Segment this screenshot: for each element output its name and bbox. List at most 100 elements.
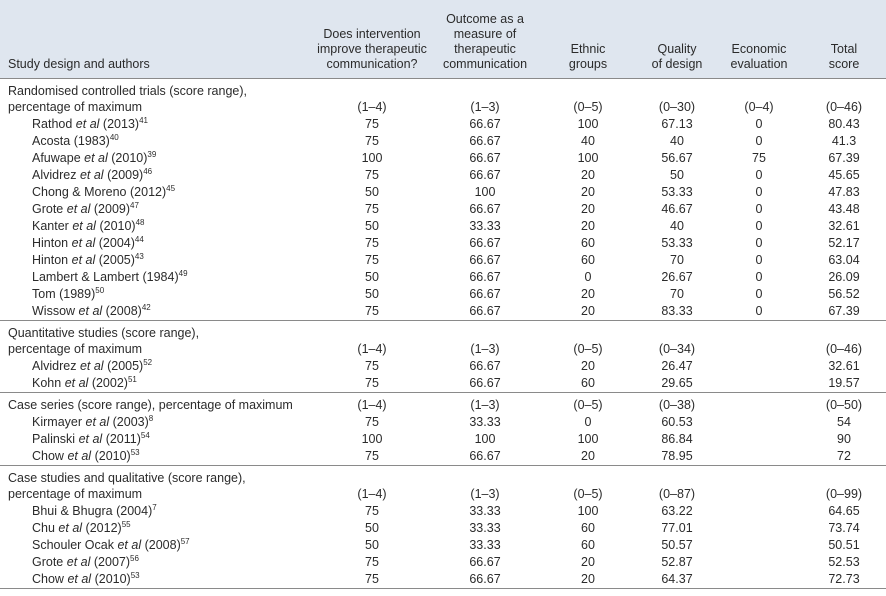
- study-row: Kirmayer et al (2003)8 75 33.33 0 60.53 54: [0, 414, 886, 431]
- author: Tom: [32, 287, 56, 301]
- study-name: Hinton et al (2005)43: [0, 252, 312, 269]
- author: Lambert & Lambert: [32, 270, 139, 284]
- study-row: Kanter et al (2010)48 50 33.33 20 40 0 32.61: [0, 218, 886, 235]
- study-row: Alvidrez et al (2005)52 75 66.67 20 26.47 32.…: [0, 358, 886, 375]
- section-row: Randomised controlled trials (score rang…: [0, 79, 886, 117]
- score: 50: [365, 287, 379, 301]
- score: 40: [581, 134, 595, 148]
- author: Chong & Moreno: [32, 185, 127, 199]
- year: (2010): [99, 219, 136, 233]
- study-row: Rathod et al (2013)41 75 66.67 100 67.13 0 80.…: [0, 116, 886, 133]
- score: 72: [837, 449, 851, 463]
- reference: 57: [180, 536, 190, 546]
- et-al: et al: [67, 572, 92, 586]
- score: 100: [361, 432, 383, 446]
- study-name: Lambert & Lambert (1984)49: [0, 269, 312, 286]
- column-header: Ethnic groups: [538, 0, 638, 79]
- section-title: Case studies and qualitative (score rang…: [0, 465, 312, 503]
- score: 0: [584, 270, 592, 284]
- score: 63.04: [828, 253, 860, 267]
- reference: 50: [95, 285, 105, 295]
- score: 0: [755, 236, 763, 250]
- table-body: Randomised controlled trials (score rang…: [0, 79, 886, 589]
- score: 66.67: [469, 449, 501, 463]
- et-al: et al: [58, 521, 83, 535]
- score: 54: [837, 415, 851, 429]
- empty-cell: [716, 358, 802, 375]
- year: (2012): [130, 185, 167, 199]
- score: 100: [474, 185, 496, 199]
- year: (2013): [102, 117, 140, 131]
- et-al: et al: [71, 253, 96, 267]
- section-title: Randomised controlled trials (score rang…: [8, 84, 247, 114]
- score: 56.52: [828, 287, 860, 301]
- score: 0: [755, 270, 763, 284]
- score: 66.67: [469, 359, 501, 373]
- et-al: et al: [66, 202, 91, 216]
- score: 60: [581, 538, 595, 552]
- score: 64.37: [638, 571, 716, 589]
- score: 0: [755, 168, 763, 182]
- score: 75: [365, 449, 379, 463]
- score: 0: [755, 134, 763, 148]
- reference: 40: [109, 132, 119, 142]
- year: (1983): [73, 134, 110, 148]
- score: 75: [365, 168, 379, 182]
- author: Rathod: [32, 117, 73, 131]
- empty-cell: [716, 520, 802, 537]
- author: Bhui & Bhugra: [32, 504, 113, 518]
- et-al: et al: [78, 432, 103, 446]
- score: 40: [670, 219, 684, 233]
- score: 75: [365, 202, 379, 216]
- score: 50: [670, 168, 684, 182]
- study-name: Afuwape et al (2010)39: [0, 150, 312, 167]
- study-row: Palinski et al (2011)54 100 100 100 86.84 90: [0, 431, 886, 448]
- empty-cell: [716, 503, 802, 520]
- score: 100: [474, 432, 496, 446]
- score: 100: [577, 432, 599, 446]
- empty-cell: [716, 554, 802, 571]
- study-row: Alvidrez et al (2009)46 75 66.67 20 50 0 45.65: [0, 167, 886, 184]
- score: 53.33: [661, 185, 693, 199]
- author: Chow: [32, 449, 64, 463]
- reference: 52: [143, 357, 153, 367]
- column-header: Quality of design: [638, 0, 716, 79]
- study-name: Chow et al (2010)53: [0, 448, 312, 466]
- reference: 53: [130, 447, 140, 457]
- score: 73.74: [828, 521, 860, 535]
- author: Kirmayer: [32, 415, 83, 429]
- score: 50: [365, 185, 379, 199]
- author: Hinton: [32, 253, 69, 267]
- year: (2004): [116, 504, 153, 518]
- year: (2012): [85, 521, 122, 535]
- header-row: Study design and authors Does interventio…: [0, 0, 886, 79]
- year: (2009): [93, 202, 131, 216]
- score-range: (0–5): [538, 320, 638, 358]
- score: 66.67: [469, 555, 501, 569]
- score: 46.67: [661, 202, 693, 216]
- study-name: Grote et al (2009)47: [0, 201, 312, 218]
- score: 100: [361, 151, 383, 165]
- reference: 51: [127, 374, 137, 384]
- empty-cell: [716, 465, 802, 503]
- year: (2002): [91, 376, 128, 390]
- score-range: (0–87): [638, 465, 716, 503]
- score-range: (0–4): [744, 100, 774, 114]
- score: 63.22: [661, 504, 693, 518]
- score-range: (0–30): [658, 100, 696, 114]
- year: (1984): [142, 270, 179, 284]
- year: (2007): [93, 555, 131, 569]
- study-name: Alvidrez et al (2009)46: [0, 167, 312, 184]
- score: 64.65: [828, 504, 860, 518]
- section-row: Case studies and qualitative (score rang…: [0, 465, 886, 503]
- score: 78.95: [661, 449, 693, 463]
- section-title: Quantitative studies (score range), perc…: [0, 320, 312, 358]
- score: 70: [670, 253, 684, 267]
- score: 20: [581, 449, 595, 463]
- score: 50: [365, 538, 379, 552]
- score: 66.67: [469, 202, 501, 216]
- author: Acosta: [32, 134, 71, 148]
- score-range: (0–5): [538, 392, 638, 414]
- empty-cell: [716, 392, 802, 414]
- column-header: Does intervention improve therapeutic co…: [312, 0, 432, 79]
